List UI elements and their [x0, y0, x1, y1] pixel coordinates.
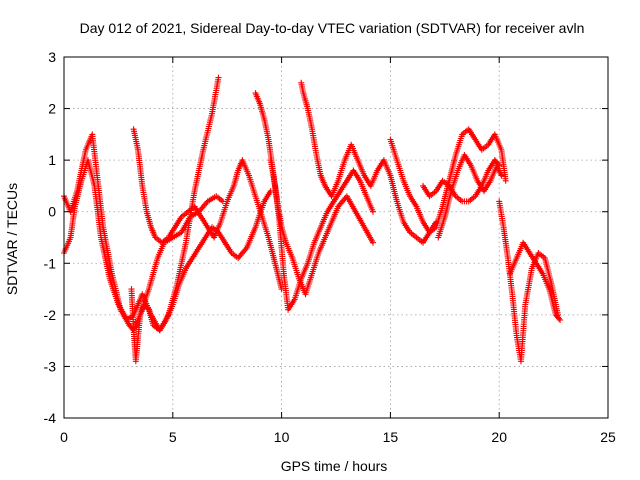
data-series [387, 126, 509, 236]
axis-ticks [63, 56, 609, 419]
data-series [507, 239, 564, 323]
x-tick-label: 25 [600, 429, 616, 445]
data-point-markers [61, 74, 222, 334]
y-tick-label: -2 [44, 307, 57, 323]
data-series [130, 126, 285, 293]
y-tick-label: 0 [48, 204, 56, 220]
y-axis-title: SDTVAR / TECUs [4, 183, 20, 295]
x-tick-label: 15 [383, 429, 399, 445]
data-points [61, 74, 564, 365]
y-tick-label: -3 [44, 358, 57, 374]
x-tick-label: 0 [60, 429, 68, 445]
axis-tick-labels: 0 5 10 15 20 25 -4 -3 -2 -1 0 1 2 3 [44, 49, 616, 445]
data-point-markers [496, 198, 561, 365]
data-point-markers [387, 126, 509, 236]
data-point-markers [420, 157, 503, 205]
y-tick-label: 1 [48, 152, 56, 168]
y-tick-label: 2 [48, 101, 56, 117]
data-series [420, 157, 503, 205]
chart-title: Day 012 of 2021, Sidereal Day-to-day VTE… [80, 20, 585, 36]
data-series [435, 152, 505, 241]
data-point-markers [435, 152, 505, 241]
data-point-markers [128, 188, 274, 365]
y-tick-label: -1 [44, 255, 57, 271]
data-series [128, 188, 274, 365]
grid-lines [64, 57, 608, 418]
data-point-markers [267, 157, 376, 313]
x-tick-label: 10 [274, 429, 290, 445]
data-point-markers [507, 239, 564, 323]
data-series [61, 74, 222, 334]
data-point-markers [298, 79, 440, 246]
y-tick-label: -4 [44, 410, 57, 426]
data-series [496, 198, 561, 365]
x-tick-label: 5 [169, 429, 177, 445]
data-series [267, 157, 376, 313]
x-tick-label: 20 [491, 429, 507, 445]
data-point-markers [130, 126, 285, 293]
data-series [298, 79, 440, 246]
y-tick-label: 3 [48, 49, 56, 65]
plot-frame [63, 56, 609, 419]
x-axis-title: GPS time / hours [281, 458, 388, 474]
